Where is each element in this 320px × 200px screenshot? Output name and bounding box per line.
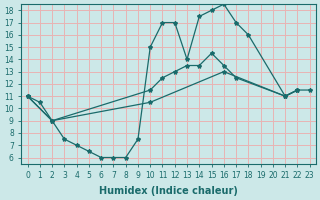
X-axis label: Humidex (Indice chaleur): Humidex (Indice chaleur) [99,186,238,196]
